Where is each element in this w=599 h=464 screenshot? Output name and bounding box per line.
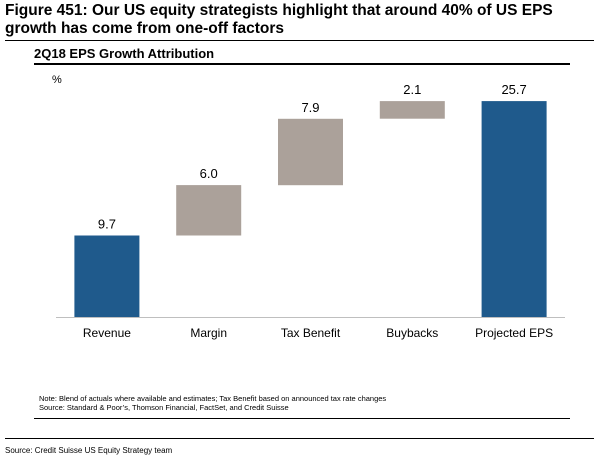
data-label-revenue: 9.7 bbox=[98, 217, 116, 232]
chart-notes: Note: Blend of actuals where available a… bbox=[39, 394, 386, 412]
data-label-buybacks: 2.1 bbox=[403, 82, 421, 97]
source-line: Source: Standard & Poor’s, Thomson Finan… bbox=[39, 403, 289, 412]
x-tick-labels-layer: Revenue Margin Tax Benefit Buybacks Projecte… bbox=[83, 326, 553, 340]
bar-tax-benefit bbox=[278, 118, 343, 186]
x-tick-label-projected-eps: Projected EPS bbox=[475, 326, 553, 340]
bar-revenue bbox=[74, 235, 140, 317]
note-line: Note: Blend of actuals where available a… bbox=[39, 394, 387, 403]
bars-layer bbox=[74, 101, 547, 317]
footer-source: Source: Credit Suisse US Equity Strategy… bbox=[5, 446, 173, 455]
chart-title-divider bbox=[34, 63, 570, 65]
bar-margin bbox=[176, 185, 242, 236]
bar-buybacks bbox=[379, 101, 445, 119]
data-label-margin: 6.0 bbox=[200, 166, 218, 181]
y-axis-unit-label: % bbox=[52, 74, 62, 86]
notes-divider bbox=[34, 418, 570, 419]
x-tick-label-margin: Margin bbox=[190, 326, 227, 340]
data-label-tax-benefit: 7.9 bbox=[301, 100, 319, 115]
x-tick-label-buybacks: Buybacks bbox=[386, 326, 438, 340]
data-label-projected-eps: 25.7 bbox=[501, 82, 526, 97]
x-tick-label-revenue: Revenue bbox=[83, 326, 131, 340]
title-divider bbox=[5, 40, 594, 41]
data-labels-layer: 9.7 6.0 7.9 2.1 25.7 bbox=[98, 82, 527, 231]
chart-title: 2Q18 EPS Growth Attribution bbox=[34, 46, 215, 61]
bar-projected-eps bbox=[481, 101, 547, 317]
x-tick-label-tax-benefit: Tax Benefit bbox=[281, 326, 341, 340]
footer-divider bbox=[5, 438, 594, 439]
figure-title: Figure 451: Our US equity strategists hi… bbox=[5, 2, 553, 37]
